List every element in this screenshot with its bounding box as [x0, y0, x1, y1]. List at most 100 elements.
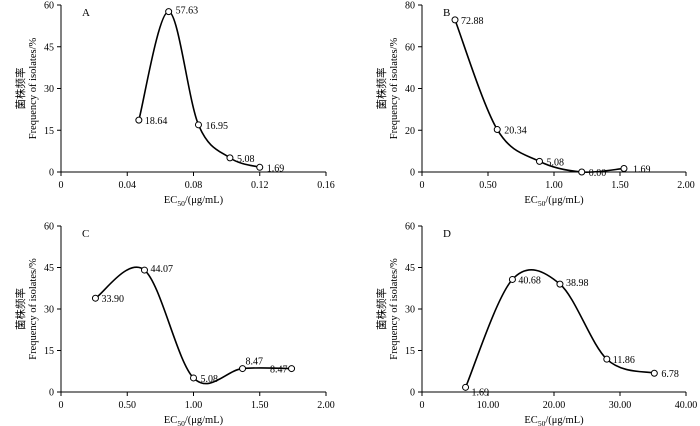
y-axis-title-en: Frequency of isolates/% [389, 258, 400, 360]
data-label: 1.69 [472, 387, 490, 398]
x-axis-title: EC50/(μg/mL) [524, 195, 584, 208]
panel-label: A [82, 7, 90, 19]
data-label: 1.69 [267, 163, 285, 174]
data-label: 40.68 [518, 275, 541, 286]
data-point [256, 163, 264, 171]
data-label: 6.78 [661, 369, 679, 380]
chart-panel-a: 0 15 30 45 60 0 0.04 0.08 0.12 0.16 A 菌株频率 Frequency… [14, 1, 335, 209]
panel-label: B [443, 7, 450, 19]
data-point [620, 164, 628, 172]
x-tick-label: 0.16 [317, 180, 335, 191]
x-tick-label: 0 [420, 180, 425, 191]
y-tick-label: 60 [405, 42, 415, 53]
x-tick-label: 0.50 [119, 400, 137, 411]
data-label: 20.34 [504, 126, 527, 137]
data-point [493, 126, 501, 134]
data-point [288, 365, 296, 373]
data-label: 57.63 [176, 6, 199, 17]
y-tick-label: 15 [44, 346, 54, 357]
data-label: 16.95 [205, 121, 228, 132]
data-point [194, 121, 202, 129]
data-label: 8.47 [270, 365, 288, 376]
y-axis-title-en: Frequency of isolates/% [28, 38, 39, 140]
data-point [508, 275, 516, 283]
data-label: 72.88 [461, 16, 484, 27]
data-label: 0.00 [589, 168, 607, 179]
y-tick-label: 45 [405, 263, 415, 274]
y-tick-label: 0 [410, 168, 415, 179]
x-tick-label: 1.50 [251, 400, 269, 411]
x-tick-label: 1.00 [185, 400, 203, 411]
x-tick-label: 0.50 [479, 180, 497, 191]
y-tick-label: 60 [44, 1, 54, 12]
y-tick-label: 0 [49, 168, 54, 179]
y-tick-label: 15 [405, 346, 415, 357]
data-point [603, 355, 611, 363]
x-axis-title: EC50/(μg/mL) [524, 415, 584, 426]
y-tick-label: 15 [44, 126, 54, 137]
data-label: 18.64 [145, 116, 168, 127]
y-tick-label: 45 [44, 263, 54, 274]
y-tick-label: 60 [44, 222, 54, 233]
data-label: 8.47 [246, 357, 264, 368]
y-tick-label: 30 [405, 305, 415, 316]
y-tick-label: 30 [44, 84, 54, 95]
data-point [91, 294, 99, 302]
data-label: 33.90 [101, 294, 124, 305]
data-point [140, 266, 148, 274]
data-point [578, 168, 586, 176]
x-tick-label: 0.08 [185, 180, 203, 191]
x-tick-label: 40.00 [675, 400, 698, 411]
data-point [535, 157, 543, 165]
data-label: 5.08 [546, 157, 564, 168]
x-tick-label: 1.00 [545, 180, 563, 191]
data-point [451, 16, 459, 24]
data-label: 44.07 [150, 264, 173, 275]
x-tick-label: 0 [59, 180, 64, 191]
chart-panel-d: 0 15 30 45 60 0 10.00 20.00 30.00 40.00 D 菌株频率 Frequ… [375, 222, 697, 426]
chart-panel-b: 0 20 40 60 80 0 0.50 1.00 1.50 2.00 B 菌株频率 Frequency… [375, 1, 695, 209]
x-axis-title: EC50/(μg/mL) [164, 195, 224, 208]
data-label: 11.86 [613, 355, 635, 366]
data-label: 1.69 [633, 164, 651, 175]
x-tick-label: 0 [59, 400, 64, 411]
x-tick-label: 0.04 [119, 180, 137, 191]
data-label: 38.98 [566, 278, 589, 289]
data-label: 5.08 [237, 154, 255, 165]
x-tick-label: 0 [420, 400, 425, 411]
data-point [226, 154, 234, 162]
series-line [94, 266, 292, 385]
y-tick-label: 0 [410, 388, 415, 399]
y-axis-title-cn: 菌株频率 [14, 288, 27, 330]
x-tick-label: 30.00 [609, 400, 632, 411]
y-axis-title-cn: 菌株频率 [375, 68, 388, 110]
x-tick-label: 10.00 [477, 400, 500, 411]
x-tick-label: 20.00 [543, 400, 566, 411]
data-point [462, 383, 470, 391]
y-tick-label: 80 [405, 1, 415, 12]
y-tick-label: 45 [44, 42, 54, 53]
y-tick-label: 20 [405, 126, 415, 137]
y-axis-title-cn: 菌株频率 [375, 288, 388, 330]
x-tick-label: 2.00 [317, 400, 335, 411]
y-tick-label: 40 [405, 84, 415, 95]
data-label: 5.08 [201, 374, 219, 385]
x-tick-label: 1.50 [611, 180, 629, 191]
y-axis-title-en: Frequency of isolates/% [28, 258, 39, 360]
y-tick-label: 60 [405, 222, 415, 233]
series-line [138, 10, 260, 169]
y-tick-label: 0 [49, 388, 54, 399]
x-tick-label: 0.12 [251, 180, 269, 191]
data-point [239, 365, 247, 373]
data-point [650, 369, 658, 377]
series-line [454, 19, 625, 174]
data-point [135, 116, 143, 124]
chart-panel-c: 0 15 30 45 60 0 0.50 1.00 1.50 2.00 C 菌株频率 Frequency… [14, 222, 335, 426]
panel-label: D [443, 228, 451, 240]
data-point [556, 280, 564, 288]
panel-label: C [82, 228, 89, 240]
data-point [190, 374, 197, 382]
y-axis-title-cn: 菌株频率 [14, 68, 27, 110]
x-tick-label: 2.00 [677, 180, 695, 191]
